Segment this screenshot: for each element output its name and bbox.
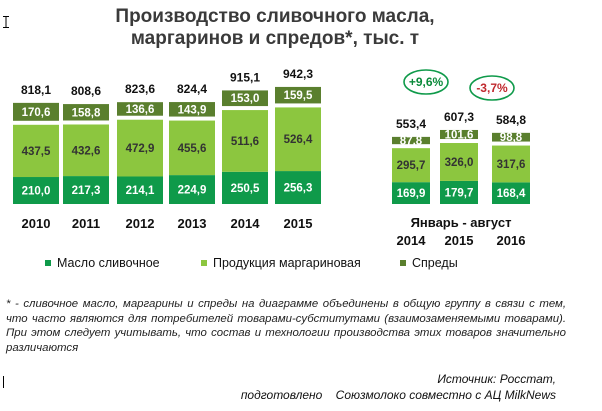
legend-item-spreads: Спреды [400,256,458,270]
legend-item-margarine: Продукция маргариновая [201,256,361,270]
total-label-4: 915,1 [230,70,260,84]
chart-legend: Масло сливочное Продукция маргариновая С… [0,256,602,276]
legend-label-spreads: Спреды [412,256,458,270]
bar-segment-butter-6 [392,182,430,204]
x-tick-label-4: 2014 [231,216,261,231]
x-tick-label-3: 2013 [178,216,207,231]
chart-title-line2: маргаринов и спредов*, тыс. т [130,28,420,49]
bar-segment-margarine-7 [440,143,478,181]
total-label-6: 553,4 [396,117,426,131]
bar-segment-margarine-4 [222,110,268,172]
bar-segment-spreads-5 [275,86,321,104]
bar-segment-spreads-4 [222,90,268,107]
stacked-bar-chart: 210,0 437,5 170,6 818,1 2010 217,3 432,6 158,8 8… [13,67,530,248]
total-label-8: 584,8 [496,113,526,127]
annotation-text-1: -3,7% [476,81,508,95]
text-cursor-icon [3,16,9,28]
bar-segment-margarine-1 [63,124,109,177]
total-label-7: 607,3 [444,110,474,124]
legend-marker-butter [45,259,51,266]
data-label-margarine-3: 455,6 [178,143,207,155]
x-tick-label-7: 2015 [445,233,474,248]
total-label-2: 823,6 [125,82,155,96]
bar-segment-butter-5 [275,171,321,204]
data-label-butter-5: 256,3 [284,183,313,195]
data-label-butter-7: 179,7 [445,187,474,199]
data-label-spreads-2: 136,6 [126,104,155,116]
data-label-margarine-1: 432,6 [72,145,101,157]
data-label-margarine-0: 437,5 [22,146,51,158]
footnote: * - сливочное масло, маргарины и спреды … [6,298,566,354]
data-label-butter-8: 168,4 [497,188,526,200]
data-label-butter-6: 169,9 [397,188,426,200]
legend-label-butter: Масло сливочное [57,256,160,270]
data-label-spreads-7: 101,6 [445,129,474,141]
data-label-margarine-6: 295,7 [397,160,426,172]
annotation-ellipse-0 [403,69,449,95]
bar-segment-margarine-8 [492,145,530,183]
bar-segment-margarine-0 [13,124,59,178]
caret-mark [3,376,4,388]
annotation-ellipse-1 [469,75,515,101]
bar-segment-spreads-1 [63,104,109,121]
data-label-spreads-1: 158,8 [72,107,101,119]
bar-segment-spreads-8 [492,132,530,142]
bar-segment-butter-1 [63,176,109,204]
bar-segment-margarine-6 [392,148,430,183]
bar-segment-spreads-0 [13,102,59,121]
x-tick-label-0: 2010 [22,216,51,231]
data-label-butter-1: 217,3 [72,185,101,197]
data-label-margarine-4: 511,6 [231,136,259,148]
x-tick-label-2: 2012 [126,216,155,231]
x-tick-label-8: 2016 [497,233,526,248]
bar-segment-spreads-3 [169,102,215,117]
total-label-5: 942,3 [283,67,313,81]
data-label-butter-2: 214,1 [126,185,155,197]
bar-segment-margarine-3 [169,120,215,176]
data-label-spreads-6: 87,8 [400,136,423,148]
data-label-margarine-8: 317,6 [497,159,526,171]
source-line: Источник: Росстат, [437,372,556,386]
data-label-butter-4: 250,5 [231,183,260,195]
bar-segment-spreads-6 [392,136,430,145]
bar-segment-butter-7 [440,180,478,204]
legend-marker-spreads [400,259,406,266]
data-label-spreads-5: 159,5 [284,90,313,102]
data-label-spreads-4: 153,0 [231,93,260,105]
data-label-margarine-7: 326,0 [445,157,474,169]
bar-segment-spreads-7 [440,129,478,140]
total-label-0: 818,1 [21,83,51,97]
total-label-1: 808,6 [71,84,101,98]
x-group-label: Январь - август [411,215,512,230]
bar-segment-spreads-2 [117,102,163,116]
bar-segment-butter-3 [169,175,215,204]
bar-segment-margarine-2 [117,119,163,177]
legend-item-butter: Масло сливочное [45,256,160,270]
chart-title-line1: Производство сливочного масла, [115,6,435,27]
bar-segment-butter-4 [222,171,268,204]
bar-segment-butter-8 [492,182,530,204]
data-label-spreads-3: 143,9 [178,104,207,116]
bar-segment-margarine-5 [275,107,321,172]
prepared-by-line: подготовлено Союзмолоко совместно с АЦ M… [240,388,556,402]
legend-marker-margarine [201,259,207,266]
annotation-text-0: +9,6% [409,75,444,89]
data-label-spreads-8: 98,8 [500,132,523,144]
data-label-butter-0: 210,0 [22,186,51,198]
data-label-margarine-2: 472,9 [126,143,155,155]
legend-label-margarine: Продукция маргариновая [213,256,361,270]
bar-segment-butter-0 [13,177,59,204]
chart-title: Производство сливочного масла, маргарино… [70,6,480,50]
x-tick-label-1: 2011 [72,216,100,231]
bar-segment-butter-2 [117,176,163,204]
x-tick-label-6: 2014 [397,233,427,248]
x-tick-label-5: 2015 [284,216,313,231]
total-label-3: 824,4 [177,82,207,96]
data-label-butter-3: 224,9 [178,185,207,197]
data-label-spreads-0: 170,6 [22,107,51,119]
data-label-margarine-5: 526,4 [284,134,313,146]
